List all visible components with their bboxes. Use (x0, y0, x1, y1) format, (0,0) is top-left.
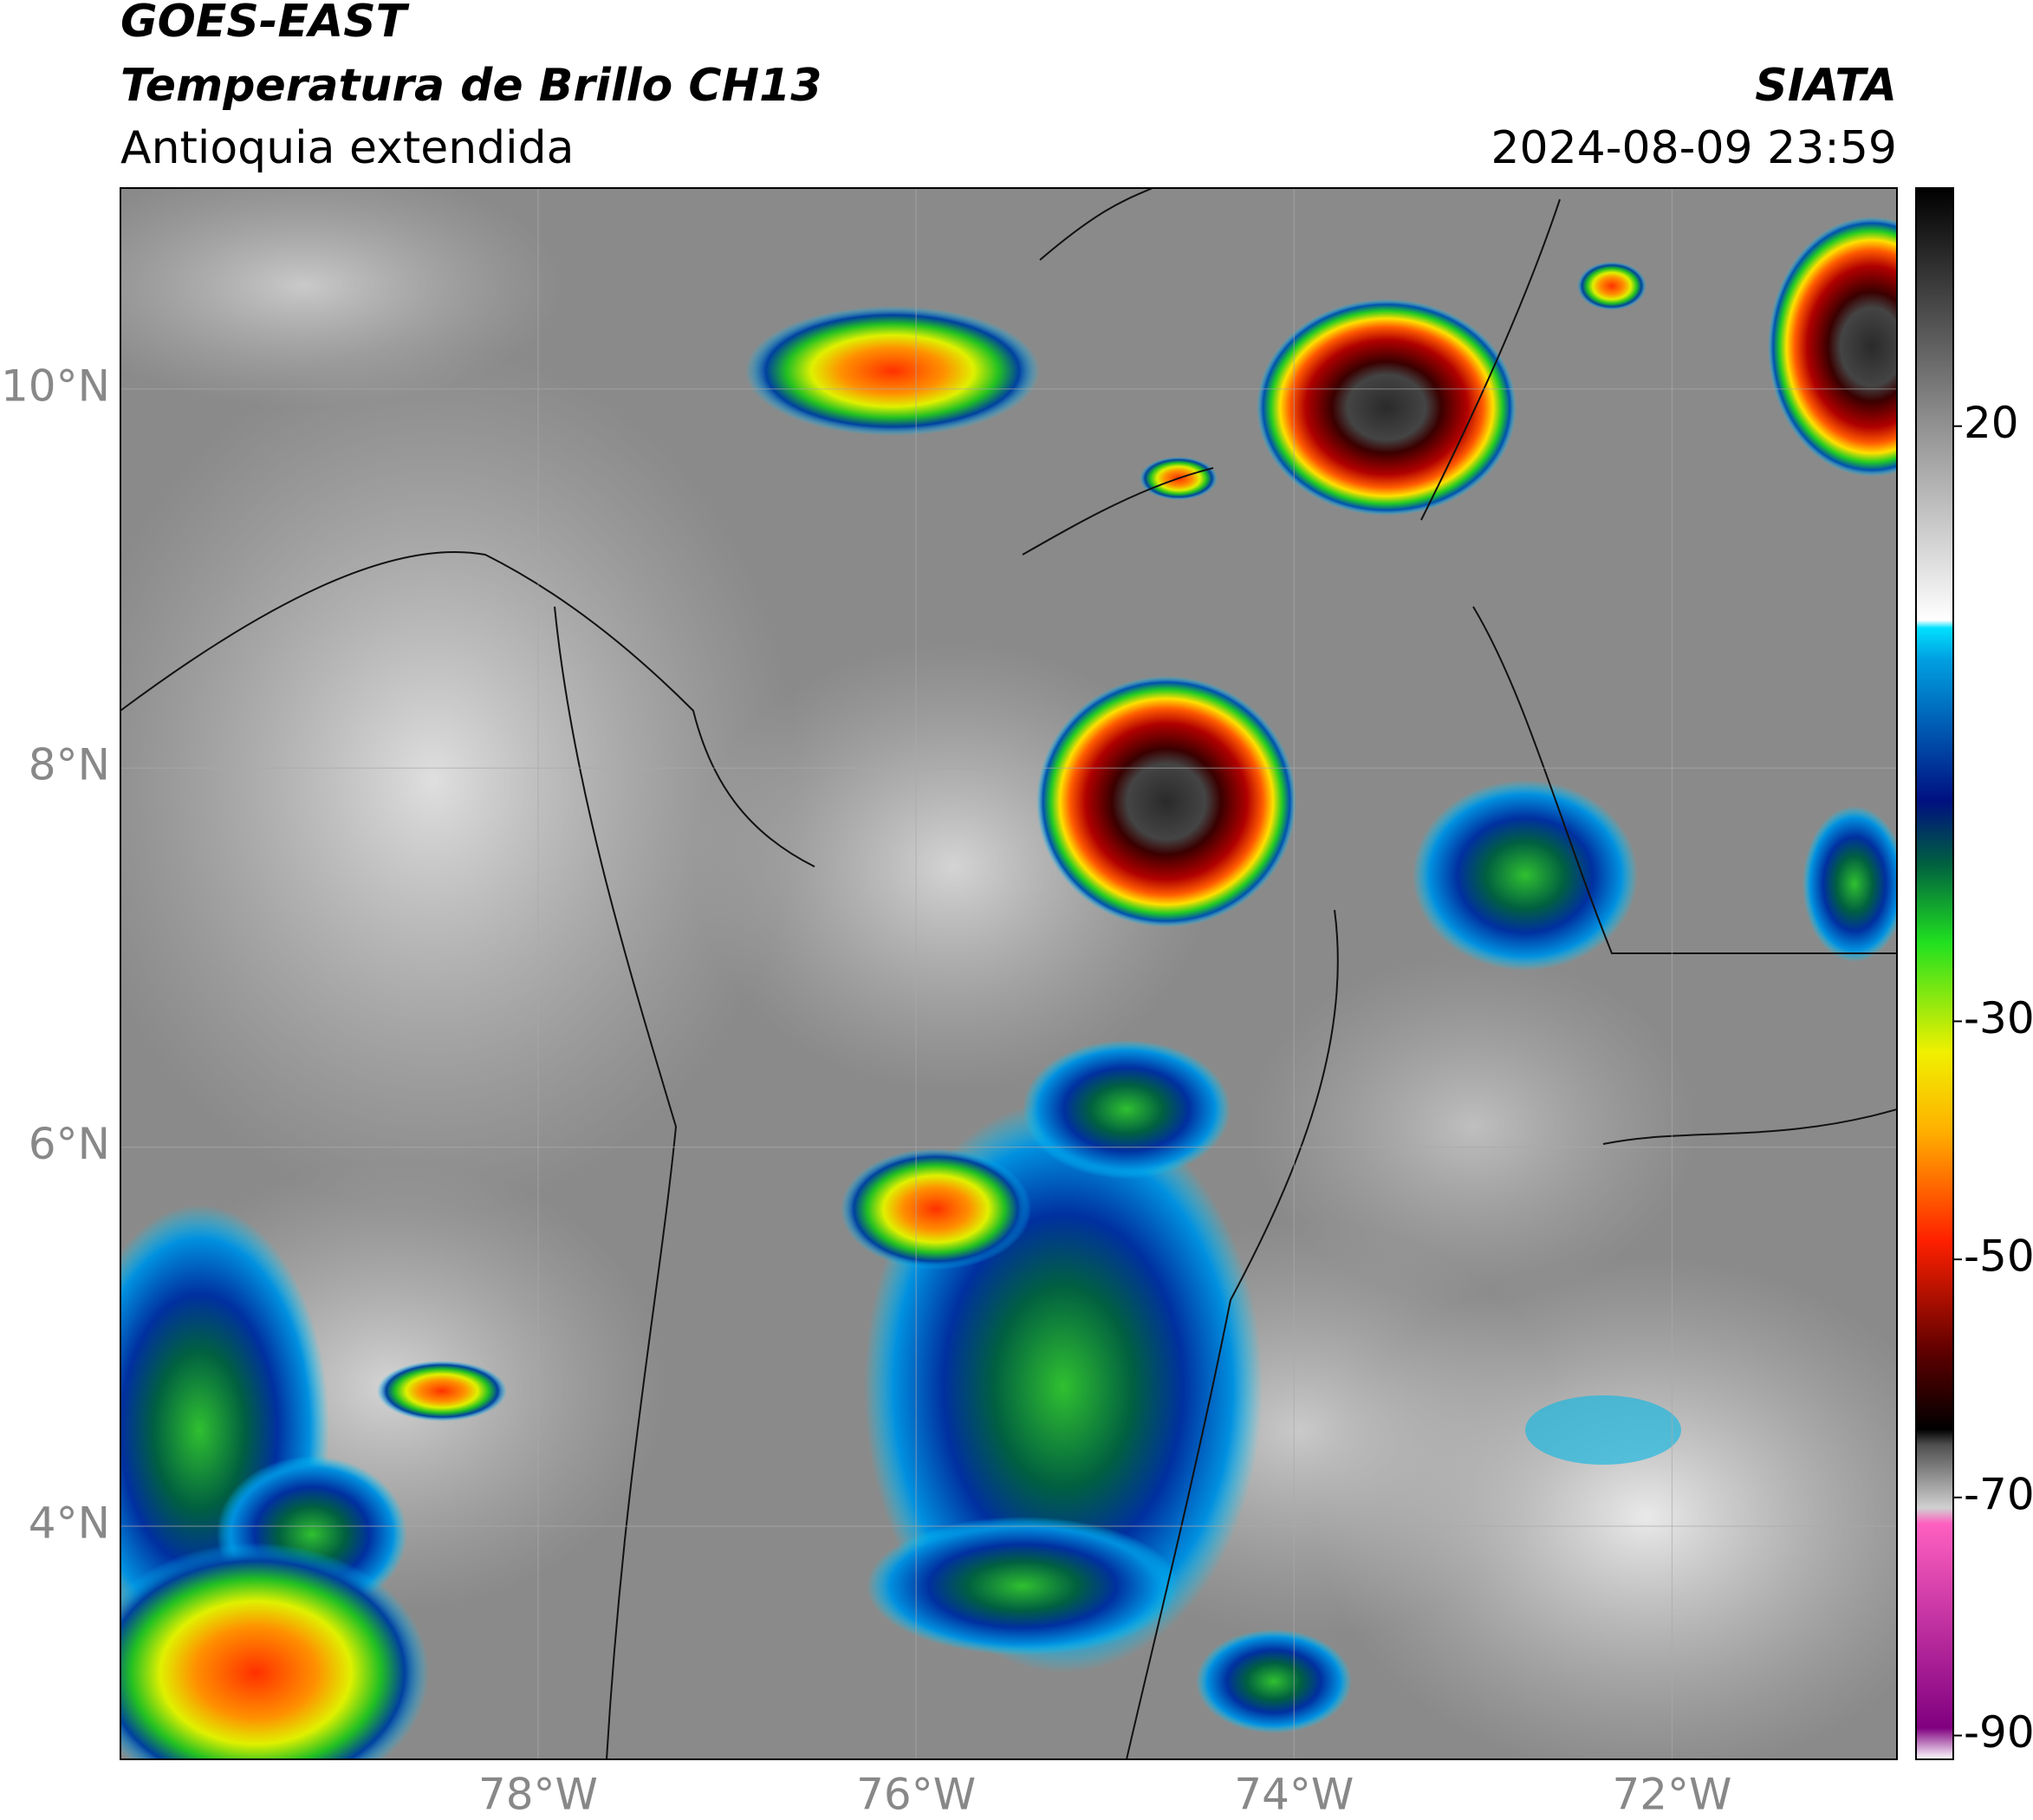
y-tick-label: 4°N (29, 1498, 110, 1549)
colorbar-ticks: 20 -30 -50 -70 -90 (1953, 398, 2033, 1758)
product-title: Temperatura de Brillo CH13 (120, 60, 822, 112)
map (120, 188, 1897, 1759)
colorbar-tick-label: -50 (1964, 1232, 2033, 1282)
colorbar-tick-label: -70 (1964, 1469, 2033, 1519)
y-tick-label: 10°N (1, 361, 110, 411)
colorbar-tick-label: -30 (1964, 993, 2033, 1043)
axis-labels: 78°W 76°W 74°W 72°W 10°N 8°N 6°N 4°N (1, 361, 1732, 1819)
datetime: 2024-08-09 23:59 (1491, 122, 1897, 174)
region-title: Antioquia extendida (120, 122, 575, 174)
brand: SIATA (1755, 60, 1897, 112)
x-tick-label: 72°W (1612, 1770, 1731, 1820)
x-tick-label: 78°W (478, 1770, 598, 1820)
y-tick-label: 8°N (29, 740, 110, 790)
map-frame (120, 187, 1898, 1760)
colorbar (1915, 187, 1954, 1760)
satellite-title: GOES-EAST (120, 0, 410, 48)
graticule (120, 188, 1897, 1759)
colorbar-tick-label: 20 (1964, 398, 2019, 448)
borders (120, 188, 1897, 1759)
colorbar-tick-label: -90 (1964, 1707, 2033, 1758)
y-tick-label: 6°N (29, 1119, 110, 1169)
x-tick-label: 74°W (1234, 1770, 1354, 1820)
x-tick-label: 76°W (856, 1770, 976, 1820)
convective-cells (120, 217, 1897, 1759)
